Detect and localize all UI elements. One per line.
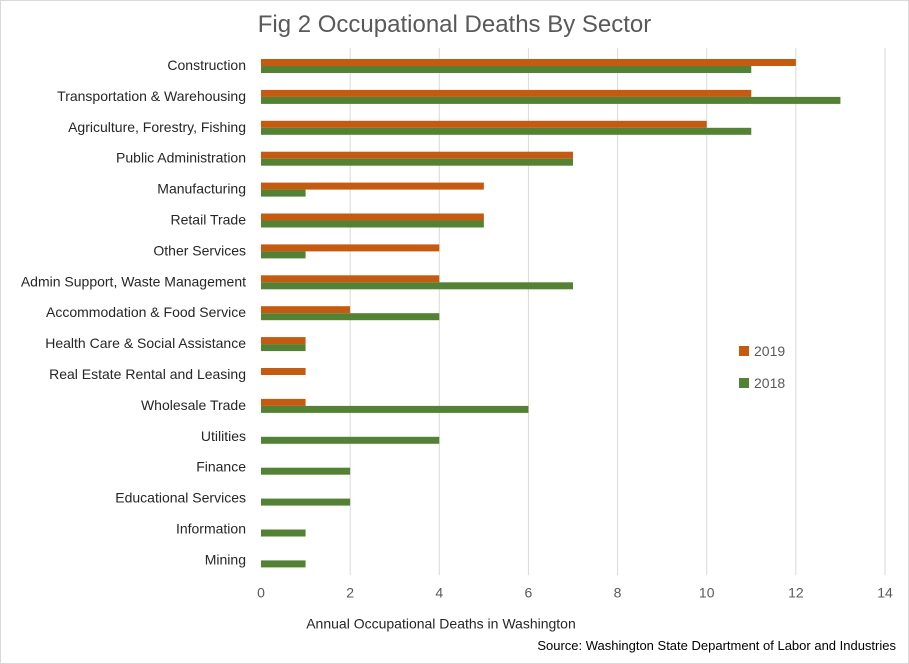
bar-2018 — [261, 282, 573, 290]
bar-2018 — [261, 467, 351, 475]
category-label: Other Services — [153, 242, 246, 258]
x-tick-label: 2 — [346, 584, 354, 600]
chart-title: Fig 2 Occupational Deaths By Sector — [257, 11, 652, 38]
category-label: Wholesale Trade — [141, 397, 246, 413]
bar-2019 — [261, 213, 484, 221]
category-label: Mining — [205, 551, 246, 567]
bar-2019 — [261, 244, 440, 252]
x-axis-label: Annual Occupational Deaths in Washington — [306, 615, 576, 631]
bar-2019 — [261, 306, 351, 314]
bar-2019 — [261, 151, 573, 159]
bar-2019 — [261, 182, 484, 190]
bar-2018 — [261, 127, 752, 135]
x-tick-label: 14 — [877, 584, 893, 600]
legend-label-2018: 2018 — [754, 375, 785, 391]
category-label: Admin Support, Waste Management — [21, 273, 246, 289]
x-tick-label: 6 — [525, 584, 533, 600]
x-tick-label: 4 — [435, 584, 443, 600]
bar-2018 — [261, 251, 306, 259]
category-label: Educational Services — [115, 490, 246, 506]
bar-2018 — [261, 313, 440, 321]
bar-2018 — [261, 220, 484, 228]
bar-2018 — [261, 405, 529, 413]
bar-2019 — [261, 89, 752, 97]
bar-2019 — [261, 120, 707, 128]
bar-2019 — [261, 398, 306, 406]
category-label: Agriculture, Forestry, Fishing — [68, 119, 246, 135]
category-label: Finance — [196, 459, 246, 475]
category-label: Real Estate Rental and Leasing — [49, 366, 246, 382]
x-tick-label: 8 — [614, 584, 622, 600]
category-label: Manufacturing — [157, 181, 246, 197]
category-label: Accommodation & Food Service — [46, 304, 246, 320]
category-label: Transportation & Warehousing — [57, 88, 246, 104]
bar-2019 — [261, 275, 440, 283]
source-note: Source: Washington State Department of L… — [537, 638, 896, 653]
bar-2018 — [261, 529, 306, 537]
category-label: Public Administration — [116, 150, 246, 166]
bar-2018 — [261, 189, 306, 197]
bar-2019 — [261, 337, 306, 345]
x-tick-label: 0 — [257, 584, 265, 600]
bar-2018 — [261, 498, 351, 506]
legend-label-2019: 2019 — [754, 343, 785, 359]
bar-2019 — [261, 368, 306, 375]
bar-2018 — [261, 436, 440, 444]
category-label: Health Care & Social Assistance — [45, 335, 246, 351]
x-tick-label: 12 — [788, 584, 804, 600]
category-label: Utilities — [201, 428, 246, 444]
bar-2018 — [261, 560, 306, 568]
category-label: Retail Trade — [171, 212, 247, 228]
category-label: Construction — [167, 57, 246, 73]
category-label: Information — [176, 521, 246, 537]
bar-2018 — [261, 96, 841, 104]
x-tick-label: 10 — [699, 584, 715, 600]
bar-2018 — [261, 66, 752, 73]
bar-2019 — [261, 59, 796, 66]
legend-swatch-2019 — [739, 346, 749, 356]
bar-2018 — [261, 344, 306, 352]
legend-swatch-2018 — [739, 378, 749, 388]
bar-2018 — [261, 158, 573, 166]
